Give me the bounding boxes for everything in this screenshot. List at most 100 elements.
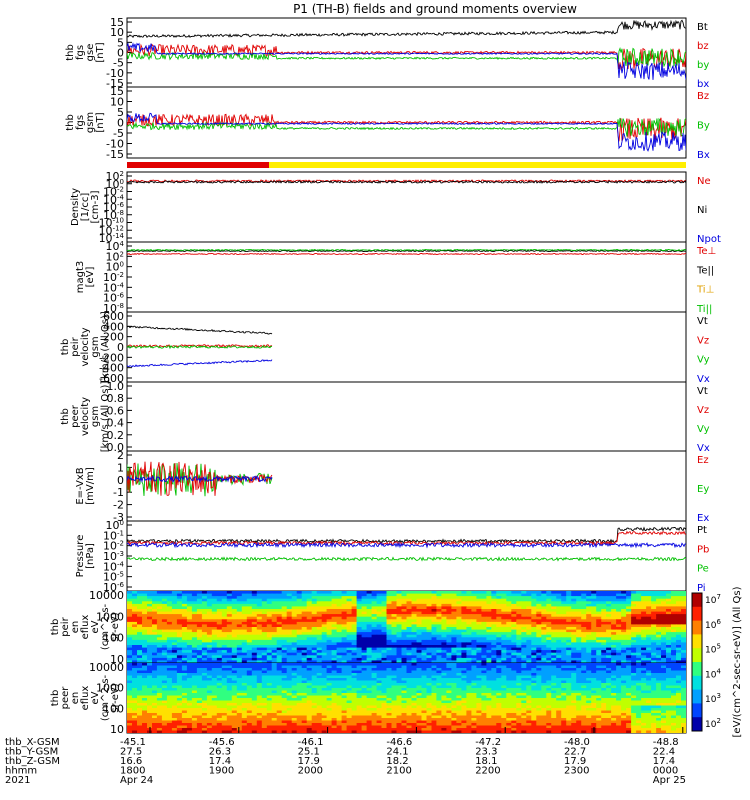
y-tick-label: 0.6 xyxy=(107,404,125,417)
legend-vx: Vx xyxy=(697,374,710,385)
legend-vy: Vy xyxy=(697,355,710,366)
panel-frame xyxy=(126,381,687,452)
y-axis-label: Pressure xyxy=(75,535,86,578)
y-tick-label: 100 xyxy=(103,632,124,645)
series-ni xyxy=(127,180,686,184)
row-value: 2300 xyxy=(564,766,589,777)
y-tick-label: 5 xyxy=(117,106,124,119)
panel-data xyxy=(127,591,686,663)
series-ti-par xyxy=(127,248,686,252)
y-axis-label: (cm^2-s- xyxy=(100,603,111,650)
y-axis-label: eflux xyxy=(80,686,91,711)
y-tick-label: 0.8 xyxy=(107,392,125,405)
colorbar-label: [eV/(cm^2-sec-sr-eV)] (All Qs) xyxy=(732,586,743,737)
y-axis-label: E=-VxB xyxy=(75,467,86,504)
y-tick-label: -1 xyxy=(113,486,124,499)
legend-vy: Vy xyxy=(697,424,710,435)
y-tick-label: 100 xyxy=(106,261,124,274)
panel-7: 210-1-2-3 E=-VxB [mV/m] Ez Ey Ex xyxy=(75,449,709,524)
y-tick-label: 0.4 xyxy=(107,417,125,430)
y-tick-label: 100 xyxy=(106,519,124,532)
y-axis-label: thb xyxy=(60,339,71,356)
y-tick-label: 10000 xyxy=(89,661,124,674)
series-vx xyxy=(127,359,273,368)
y-axis-label: eV xyxy=(90,691,101,704)
legend-ti||: Ti|| xyxy=(696,304,712,315)
row-value: 1900 xyxy=(209,766,234,777)
series-pt xyxy=(127,526,686,544)
legend-pe: Pe xyxy=(697,564,709,575)
series-te-par xyxy=(127,249,686,253)
y-axis-label: [km/s (All Qs)] xyxy=(100,311,111,383)
series-ex xyxy=(127,475,273,484)
plot-title: P1 (TH-B) fields and ground moments over… xyxy=(293,2,577,16)
series-vy xyxy=(127,345,273,350)
y-axis-label: [nT] xyxy=(95,112,106,132)
y-tick-label: 5 xyxy=(117,36,124,49)
row-label: thb_Y-GSM xyxy=(5,747,58,758)
row-value: 0000 xyxy=(653,766,678,777)
series-bt xyxy=(127,19,686,39)
y-tick-label: -10 xyxy=(106,138,124,151)
row-value: 24.1 xyxy=(386,747,408,758)
y-axis-label: thb xyxy=(50,690,61,707)
panel-frame xyxy=(126,241,687,313)
y-tick-label: 2 xyxy=(117,449,124,462)
y-axis-label: gsm xyxy=(90,336,101,357)
series-by xyxy=(127,46,686,68)
panel-frame xyxy=(126,520,687,592)
row-value: -46.1 xyxy=(298,737,324,748)
legend-ez: Ez xyxy=(697,455,709,466)
y-tick-label: 102 xyxy=(106,250,124,263)
y-axis-label: eflux xyxy=(80,615,91,640)
series-vt xyxy=(127,325,273,335)
y-axis-label: [nT] xyxy=(95,42,106,62)
colorbar-segment xyxy=(692,689,702,704)
colorbar-segment xyxy=(692,606,702,622)
panel-data xyxy=(127,663,686,733)
legend-vz: Vz xyxy=(697,335,709,346)
y-tick-label: 1 xyxy=(117,461,124,474)
legend-vz: Vz xyxy=(697,405,709,416)
series-vz xyxy=(127,344,273,348)
panel-10: 10000 1000 100 10 thb peer en eflux eV (cm^2-s-sr… xyxy=(50,661,687,736)
series-ne xyxy=(127,179,686,183)
colorbar-segment xyxy=(692,593,702,608)
panel-3: 10210010-210-410-610-810-1010-1210-14Den… xyxy=(70,170,721,245)
colorbar-tick: 106 xyxy=(705,618,721,631)
row-value: 16.6 xyxy=(120,756,142,767)
legend-pt: Pt xyxy=(697,525,707,536)
colorbar-segment xyxy=(692,717,702,732)
row-value: 17.9 xyxy=(564,756,586,767)
y-tick-label: 10 xyxy=(110,723,124,736)
y-tick-label: 15 xyxy=(110,16,124,29)
panel-data xyxy=(127,526,686,562)
panel-data xyxy=(127,325,273,368)
y-tick-label: 0 xyxy=(117,47,124,60)
legend-vt: Vt xyxy=(697,386,708,397)
legend-by: By xyxy=(697,121,710,132)
colorbar-segment xyxy=(692,662,702,677)
panel-data xyxy=(127,248,686,256)
y-tick-label: -5 xyxy=(113,57,124,70)
y-tick-label: -200 xyxy=(99,351,124,364)
y-tick-label: -400 xyxy=(99,362,124,375)
panel-data xyxy=(127,461,273,497)
y-tick-label: 100 xyxy=(103,702,124,715)
row-value: 1800 xyxy=(120,766,145,777)
y-axis-label: [cm-3] xyxy=(90,190,101,223)
legend-ex: Ex xyxy=(697,513,709,524)
y-axis-label: thb xyxy=(60,408,71,425)
row-value: 18.2 xyxy=(386,756,408,767)
legend-bx: bx xyxy=(697,79,709,90)
colorbars: 107 106 105 104 103 102 [eV/(cm^2-sec-sr-eV)] … xyxy=(691,586,743,737)
legend-ti⊥: Ti⊥ xyxy=(696,285,714,296)
series-pi xyxy=(127,541,686,549)
row-value: 17.4 xyxy=(209,756,231,767)
panel-data xyxy=(127,179,686,184)
y-tick-label: 0 xyxy=(117,474,124,487)
legend-ey: Ey xyxy=(697,484,709,495)
legend-te||: Te|| xyxy=(696,265,714,276)
colorbar-tick: 104 xyxy=(705,667,721,680)
